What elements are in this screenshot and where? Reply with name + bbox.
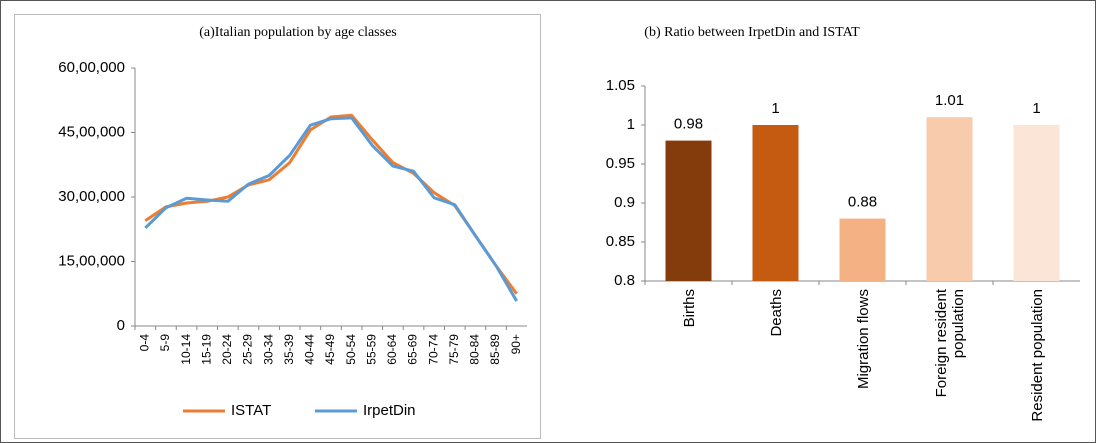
y-tick-label: 15,00,000 [58, 252, 125, 269]
x-tick-label: 80-84 [468, 334, 482, 365]
x-tick-label: 70-74 [426, 334, 440, 365]
x-tick-label: 50-54 [344, 334, 358, 365]
x-tick-label: 10-14 [179, 334, 193, 365]
series-line [144, 116, 518, 302]
data-label: 0.88 [848, 194, 877, 211]
x-tick-label: Deaths [767, 289, 784, 337]
y-tick-label: 45,00,000 [58, 123, 125, 140]
y-tick-label: 60,00,000 [58, 59, 125, 76]
x-tick-label: 85-89 [488, 334, 502, 365]
chart-a-border [14, 14, 541, 439]
y-tick-label: 0.85 [606, 233, 635, 250]
legend-label: IrpetDin [363, 402, 416, 419]
x-tick-label: 65-69 [406, 334, 420, 365]
data-label: 0.98 [674, 116, 703, 133]
y-tick-label: 0.95 [606, 155, 635, 172]
y-tick-label: 0.9 [614, 194, 635, 211]
data-label: 1 [771, 100, 779, 117]
data-label: 1.01 [935, 92, 964, 109]
x-tick-label: 60-64 [385, 334, 399, 365]
x-tick-label: 25-29 [241, 334, 255, 365]
x-tick-label: 90+ [509, 334, 523, 354]
x-tick-label: 45-49 [323, 334, 337, 365]
x-tick-label: 35-39 [282, 334, 296, 365]
x-tick-label: 5-9 [158, 334, 172, 352]
chart-title: (b) Ratio between IrpetDin and ISTAT [644, 25, 860, 40]
y-tick-label: 1.05 [606, 77, 635, 94]
y-tick-label: 30,00,000 [58, 188, 125, 205]
x-tick-label: 20-24 [220, 334, 234, 365]
bar [752, 125, 799, 281]
x-tick-label: Births [680, 289, 697, 328]
x-tick-label: Foreign resident population [932, 289, 967, 398]
x-tick-label: 30-34 [261, 334, 275, 365]
bar [665, 140, 712, 281]
x-tick-label: Resident population [1028, 289, 1045, 422]
y-tick-label: 0 [117, 317, 125, 334]
data-label: 1 [1032, 100, 1040, 117]
bar [839, 218, 886, 281]
x-tick-label: 0-4 [137, 334, 151, 352]
y-tick-label: 0.8 [614, 272, 635, 289]
bar [926, 117, 973, 281]
x-tick-label: 15-19 [199, 334, 213, 365]
bar [1013, 125, 1060, 281]
x-tick-label: 75-79 [447, 334, 461, 365]
chart-title: (a)Italian population by age classes [199, 25, 396, 40]
y-tick-label: 1 [627, 116, 635, 133]
x-tick-label: Migration flows [854, 289, 871, 390]
x-tick-label: 40-44 [303, 334, 317, 365]
x-tick-label: 55-59 [364, 334, 378, 365]
series-line [144, 113, 518, 295]
legend-label: ISTAT [231, 402, 271, 419]
